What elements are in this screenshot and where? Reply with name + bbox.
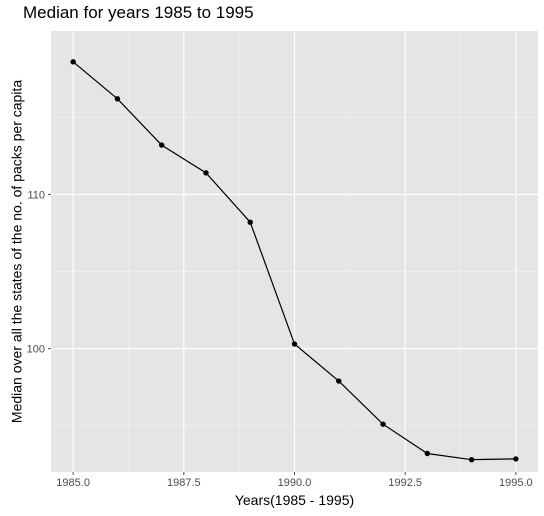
data-point [291, 341, 298, 347]
y-axis-label: Median over all the states of the no. of… [9, 80, 25, 423]
y-tick-label: 110 [27, 189, 45, 201]
data-point [513, 456, 519, 462]
chart-title: Median for years 1985 to 1995 [23, 3, 254, 22]
x-axis-label: Years(1985 - 1995) [235, 492, 354, 508]
x-tick-label: 1995.0 [499, 477, 533, 489]
x-tick-label: 1992.5 [388, 477, 422, 489]
data-point [424, 450, 431, 457]
data-point [158, 142, 165, 148]
series-median [70, 59, 519, 463]
data-point [114, 96, 121, 102]
data-point [203, 170, 209, 176]
y-axis-ticks: 100 110 [27, 189, 51, 356]
x-axis-ticks: 1985.0 1987.5 1990.0 1992.5 1995.0 [56, 472, 533, 489]
data-point [70, 59, 76, 65]
major-gridlines [51, 31, 538, 472]
data-point [336, 378, 342, 384]
x-tick-label: 1990.0 [278, 477, 312, 489]
data-point [247, 219, 253, 225]
x-tick-label: 1985.0 [56, 477, 90, 489]
data-point [468, 456, 475, 463]
data-point [380, 421, 386, 427]
y-tick-label: 100 [27, 344, 45, 356]
x-tick-label: 1987.5 [167, 477, 201, 489]
